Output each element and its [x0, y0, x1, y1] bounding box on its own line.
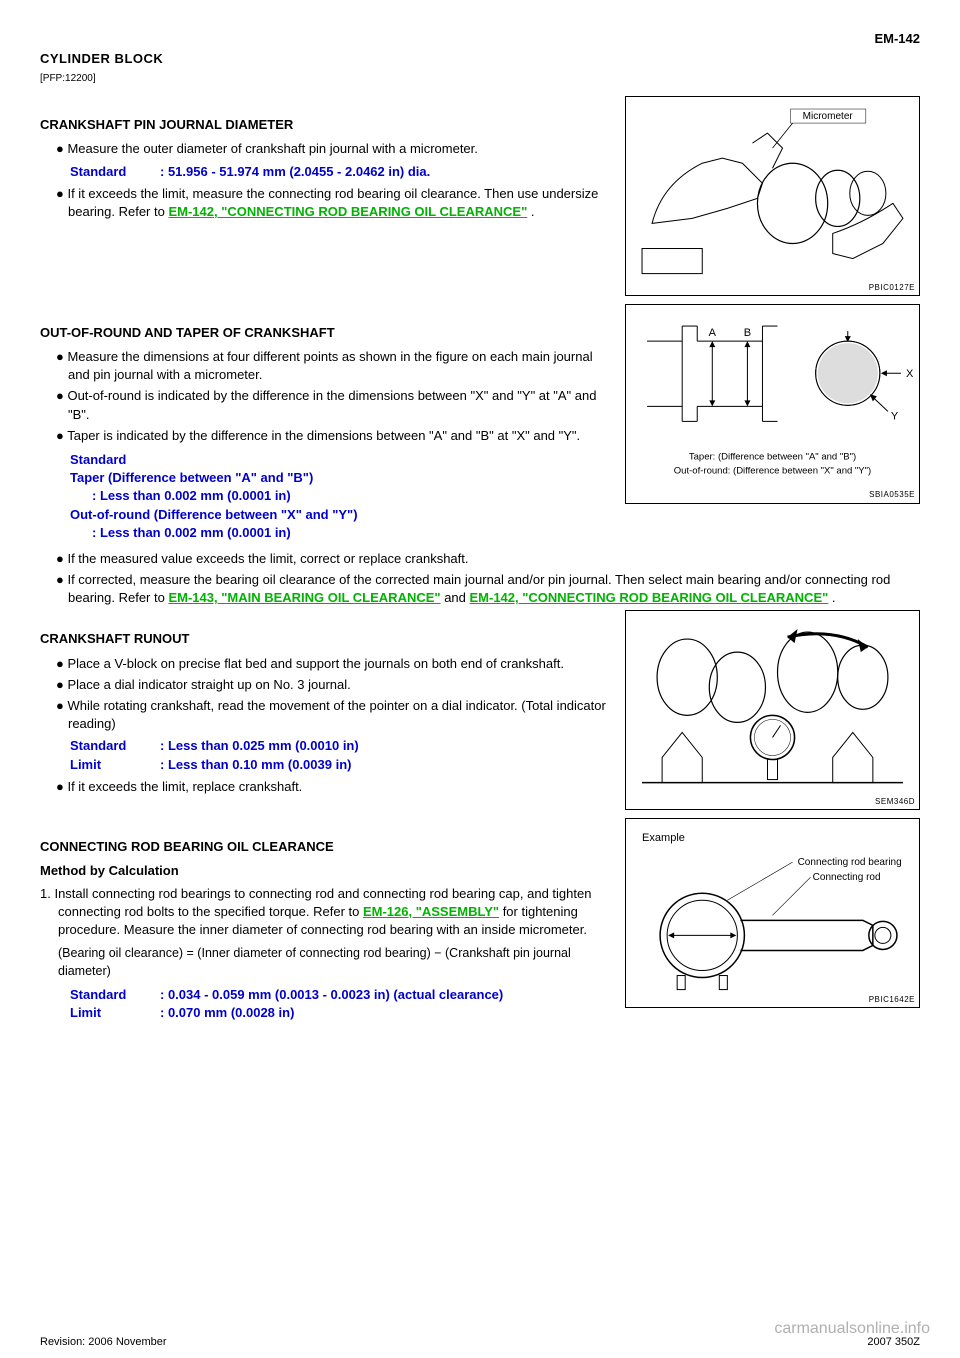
s4-spec: Standard: 0.034 - 0.059 mm (0.0013 - 0.0…	[70, 986, 609, 1022]
fig3-code: SEM346D	[875, 796, 915, 807]
s1-title: CRANKSHAFT PIN JOURNAL DIAMETER	[40, 116, 609, 134]
s4-method: Method by Calculation	[40, 862, 609, 880]
section-title: CYLINDER BLOCK	[40, 50, 920, 68]
svg-text:Connecting rod bearing: Connecting rod bearing	[798, 857, 902, 868]
s4-step1: 1. Install connecting rod bearings to co…	[58, 885, 609, 940]
fig1-code: PBIC0127E	[869, 282, 915, 293]
svg-text:Micrometer: Micrometer	[803, 111, 854, 122]
s1-p1: ● Measure the outer diameter of cranksha…	[68, 140, 609, 158]
fig4-code: PBIC1642E	[869, 994, 915, 1005]
svg-text:Taper: (Difference between "A": Taper: (Difference between "A" and "B")	[689, 451, 856, 462]
link-em126[interactable]: EM-126, "ASSEMBLY"	[363, 904, 499, 919]
link-em142-2[interactable]: EM-142, "CONNECTING ROD BEARING OIL CLEA…	[470, 590, 829, 605]
svg-text:Out-of-round: (Difference betw: Out-of-round: (Difference between "X" an…	[674, 465, 871, 476]
figure-conn-rod: Example Connecting rod bearing Connectin…	[625, 818, 920, 1008]
s3-b1: ● Place a V-block on precise flat bed an…	[68, 655, 609, 673]
s2-b2: ● Out-of-round is indicated by the diffe…	[68, 387, 609, 423]
s2-b3: ● Taper is indicated by the difference i…	[68, 427, 609, 445]
s2-b1: ● Measure the dimensions at four differe…	[68, 348, 609, 384]
s1-p2: ● If it exceeds the limit, measure the c…	[68, 185, 609, 221]
svg-text:X: X	[906, 368, 913, 380]
header-model: 2007 350Z	[867, 1335, 920, 1350]
svg-text:Connecting rod: Connecting rod	[813, 872, 881, 883]
s3-title: CRANKSHAFT RUNOUT	[40, 630, 609, 648]
s1-spec: Standard : 51.956 - 51.974 mm (2.0455 - …	[70, 163, 609, 181]
s2-title: OUT-OF-ROUND AND TAPER OF CRANKSHAFT	[40, 324, 609, 342]
figure-taper-round: A B X Y Taper: (Difference between "A" a…	[625, 304, 920, 504]
link-em142-conn[interactable]: EM-142, "CONNECTING ROD BEARING OIL CLEA…	[168, 204, 527, 219]
link-em143[interactable]: EM-143, "MAIN BEARING OIL CLEARANCE"	[168, 590, 440, 605]
header-revision: Revision: 2006 November	[40, 1335, 167, 1350]
s3-b4: ● If it exceeds the limit, replace crank…	[68, 778, 609, 796]
s4-formula: (Bearing oil clearance) = (Inner diamete…	[58, 945, 609, 980]
figure-micrometer: Micrometer PBIC0127E	[625, 96, 920, 296]
svg-text:B: B	[744, 327, 751, 339]
svg-text:Y: Y	[891, 410, 899, 422]
fig2-code: SBIA0535E	[869, 489, 915, 500]
s2-spec: Standard Taper (Difference between "A" a…	[70, 451, 609, 542]
s2-b4a: ● If the measured value exceeds the limi…	[68, 550, 920, 568]
svg-text:A: A	[709, 327, 717, 339]
pfp-code: [PFP:12200]	[40, 72, 920, 86]
s3-b3: ● While rotating crankshaft, read the mo…	[68, 697, 609, 733]
s3-spec: Standard: Less than 0.025 mm (0.0010 in)…	[70, 737, 609, 773]
s2-b4b: ● If corrected, measure the bearing oil …	[68, 571, 920, 607]
s3-b2: ● Place a dial indicator straight up on …	[68, 676, 609, 694]
page-number: EM-142	[874, 30, 920, 48]
svg-text:Example: Example	[642, 832, 685, 844]
s4-title: CONNECTING ROD BEARING OIL CLEARANCE	[40, 838, 609, 856]
figure-runout: SEM346D	[625, 610, 920, 810]
